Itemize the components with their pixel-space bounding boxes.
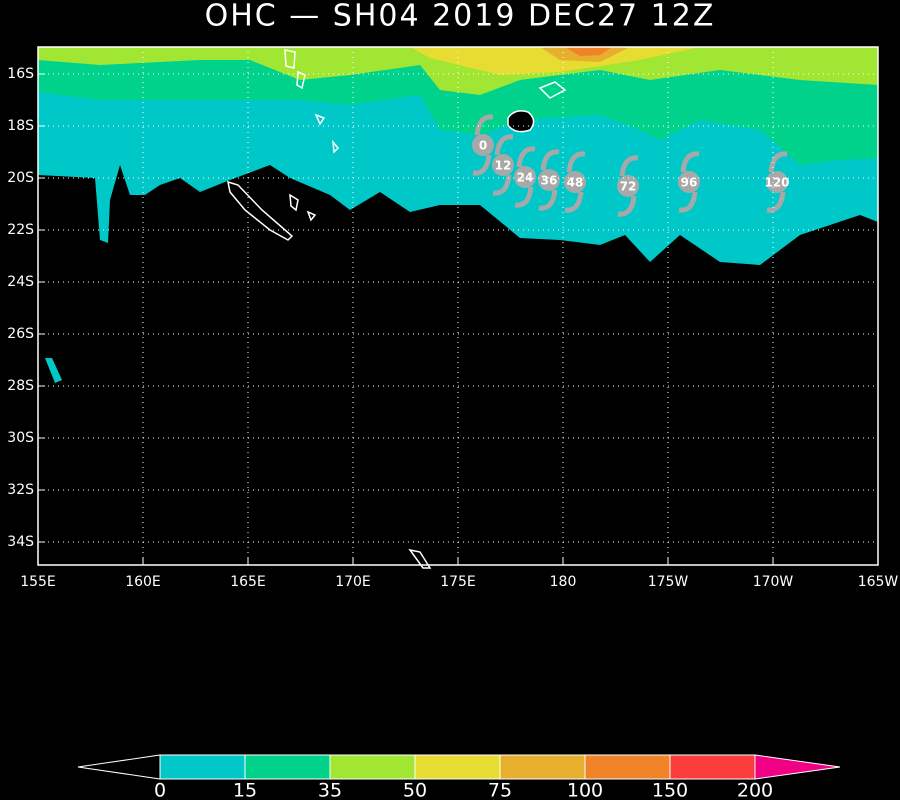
colorbar-segment bbox=[499, 754, 586, 780]
lat-label: 16S bbox=[7, 66, 34, 82]
track-label: 48 bbox=[567, 176, 584, 190]
storm-center bbox=[514, 166, 536, 188]
track-label: 12 bbox=[495, 159, 512, 173]
storm-arm bbox=[617, 195, 637, 217]
lon-label: 165W bbox=[858, 574, 899, 590]
colorbar-label: 100 bbox=[567, 780, 603, 800]
colorbar-over bbox=[754, 754, 841, 780]
storm-symbol: 36 bbox=[538, 149, 560, 211]
storm-arm bbox=[619, 155, 639, 177]
colorbar-label: 0 bbox=[154, 780, 166, 800]
track-label: 96 bbox=[681, 176, 698, 190]
storm-arm bbox=[680, 151, 700, 173]
island bbox=[284, 49, 567, 569]
colorbar-segment bbox=[329, 754, 416, 780]
field-below-0 bbox=[38, 165, 878, 565]
storm-arm bbox=[472, 154, 492, 176]
colorbar-segment bbox=[584, 754, 671, 780]
storm-arm bbox=[494, 134, 514, 156]
field-100-150 bbox=[565, 47, 612, 56]
colorbar-segment bbox=[669, 754, 756, 780]
lat-label: 32S bbox=[7, 482, 34, 498]
colorbar: 0 15 35 50 75 100 150 200 bbox=[77, 754, 841, 800]
colorbar-label: 35 bbox=[318, 780, 342, 800]
lon-label: 175W bbox=[648, 574, 689, 590]
lon-label: 170E bbox=[335, 574, 371, 590]
storm-center bbox=[617, 175, 639, 197]
storm-arm bbox=[564, 191, 584, 213]
field-50-75 bbox=[410, 47, 700, 75]
storm-center bbox=[492, 154, 514, 176]
storm-symbol: 24 bbox=[514, 146, 536, 208]
storm-arm bbox=[768, 151, 788, 173]
lon-label: 160E bbox=[125, 574, 161, 590]
colorbar-label: 75 bbox=[488, 780, 512, 800]
storm-center bbox=[678, 171, 700, 193]
lat-label: 24S bbox=[7, 274, 34, 290]
storm-arm bbox=[516, 146, 536, 168]
track-label: 120 bbox=[764, 176, 789, 190]
storm-symbol: 12 bbox=[492, 134, 514, 196]
lat-label: 34S bbox=[7, 534, 34, 550]
lon-label: 155E bbox=[20, 574, 56, 590]
island bbox=[507, 110, 535, 133]
colorbar-segment bbox=[244, 754, 331, 780]
storm-center bbox=[538, 169, 560, 191]
map-frame bbox=[37, 46, 879, 566]
storm-arm bbox=[566, 151, 586, 173]
colorbar-segment bbox=[159, 754, 246, 780]
island bbox=[227, 180, 294, 241]
storm-symbol: 48 bbox=[564, 151, 586, 213]
storm-center bbox=[766, 171, 788, 193]
storm-arm bbox=[540, 149, 560, 171]
map: 0 12 24 36 48 72 96 120 bbox=[37, 46, 879, 569]
grid bbox=[37, 47, 879, 565]
storm-arm bbox=[514, 186, 534, 208]
track-label: 36 bbox=[541, 174, 558, 188]
storm-arm bbox=[538, 189, 558, 211]
track: 0 12 24 36 48 72 96 120 bbox=[472, 114, 790, 217]
storm-center bbox=[472, 134, 494, 156]
colorbar-label: 200 bbox=[737, 780, 773, 800]
colorbar-label: 150 bbox=[652, 780, 688, 800]
storm-symbol: 72 bbox=[617, 155, 639, 217]
storm-symbol: 0 bbox=[472, 114, 494, 176]
track-label: 72 bbox=[620, 180, 637, 194]
storm-center bbox=[564, 171, 586, 193]
colorbar-label: 15 bbox=[233, 780, 257, 800]
track-label: 24 bbox=[517, 171, 534, 185]
lat-label: 30S bbox=[7, 430, 34, 446]
storm-arm bbox=[474, 114, 494, 136]
lon-label: 165E bbox=[230, 574, 266, 590]
storm-symbol: 120 bbox=[764, 151, 790, 213]
field-patch bbox=[45, 358, 62, 383]
lat-label: 26S bbox=[7, 326, 34, 342]
lat-label: 20S bbox=[7, 170, 34, 186]
colorbar-segment bbox=[414, 754, 501, 780]
lon-label: 170W bbox=[753, 574, 794, 590]
lon-label: 180 bbox=[550, 574, 577, 590]
storm-symbol: 96 bbox=[678, 151, 700, 213]
lat-label: 22S bbox=[7, 222, 34, 238]
colorbar-label: 50 bbox=[403, 780, 427, 800]
lon-label: 175E bbox=[440, 574, 476, 590]
lat-label: 18S bbox=[7, 118, 34, 134]
storm-arm bbox=[678, 191, 698, 213]
storm-arm bbox=[766, 191, 786, 213]
lat-label: 28S bbox=[7, 378, 34, 394]
title: OHC — SH04 2019 DEC27 12Z bbox=[205, 0, 716, 34]
track-label: 0 bbox=[479, 139, 487, 153]
